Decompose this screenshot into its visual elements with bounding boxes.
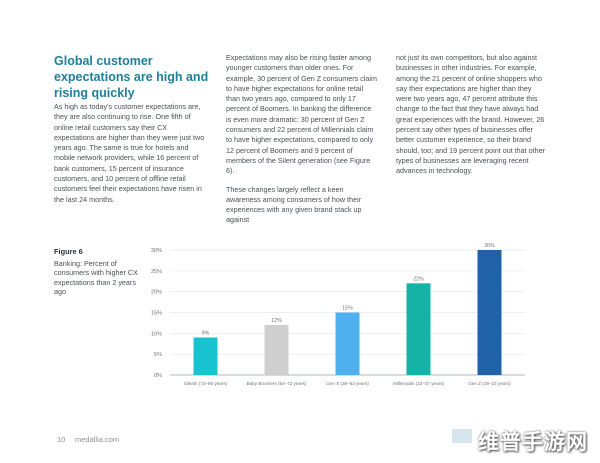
y-tick-label: 25% <box>151 269 162 275</box>
bar-value-label: 15% <box>342 306 353 312</box>
page-number: 10 <box>57 435 66 444</box>
watermark: 维普手游网 <box>478 431 588 454</box>
logo <box>452 429 472 443</box>
body-column-2: Expectations may also be rising faster a… <box>226 53 378 234</box>
bar-value-label: 30% <box>484 243 495 249</box>
x-category-label: Gen X (38–53 years) <box>326 381 369 386</box>
y-tick-label: 15% <box>151 311 162 317</box>
figure-title: Figure 6 <box>54 247 83 256</box>
bar <box>264 325 289 375</box>
section-heading: Global customer expectations are high an… <box>54 54 209 100</box>
x-category-label: Baby Boomers (54–72 years) <box>247 381 307 386</box>
y-tick-label: 10% <box>151 331 162 337</box>
y-tick-label: 30% <box>151 248 162 254</box>
bar-value-label: 12% <box>271 318 282 324</box>
paragraph: As high as today's customer expectations… <box>54 102 205 204</box>
y-tick-label: 5% <box>154 352 162 358</box>
y-tick-label: 0% <box>154 373 162 379</box>
y-tick-label: 20% <box>151 290 162 296</box>
bar <box>477 250 502 375</box>
bar-chart: 0% 5% 10% 15% 20% 25% 30% 9% Silents (73–90 yea… <box>151 243 525 386</box>
footer-url: medallia.com <box>75 435 120 444</box>
body-column-1: As high as today's customer expectations… <box>54 102 208 213</box>
chart-bars: 9% Silents (73–90 years) 12% Baby Boomers (… <box>184 243 511 386</box>
x-category-label: Gen Z (18–22 years) <box>468 381 511 386</box>
bar <box>193 337 218 375</box>
x-category-label: Silents (73–90 years) <box>184 381 228 386</box>
paragraph: These changes largely reflect a keen awa… <box>226 184 362 225</box>
bar-value-label: 22% <box>413 276 424 282</box>
bar <box>335 312 360 375</box>
paragraph: not just its own competitors, but also a… <box>396 53 546 176</box>
x-category-label: Millennials (23–37 years) <box>393 381 445 386</box>
paragraph: Expectations may also be rising faster a… <box>226 53 378 176</box>
figure-caption: Banking: Percent of consumers with highe… <box>54 259 138 296</box>
bar-value-label: 9% <box>202 331 210 337</box>
bar <box>406 283 431 375</box>
body-column-3: not just its own competitors, but also a… <box>396 53 548 185</box>
